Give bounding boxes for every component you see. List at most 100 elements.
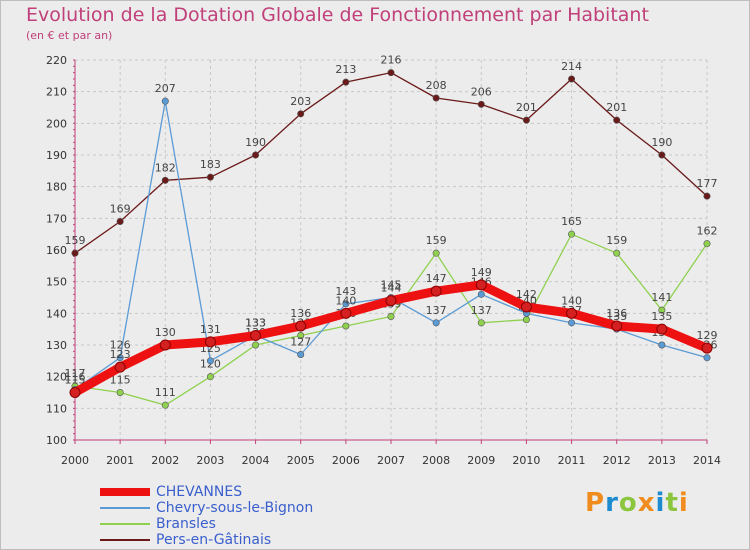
data-point-chevannes (430, 285, 442, 297)
data-label-pers-en-g-tinais: 216 (381, 54, 402, 67)
data-label-bransles: 165 (561, 215, 582, 228)
data-label-bransles: 159 (426, 234, 447, 247)
x-tick-label: 2002 (151, 454, 179, 467)
data-label-pers-en-g-tinais: 190 (245, 136, 266, 149)
data-point-chevannes (250, 330, 262, 341)
data-point-chevannes (340, 307, 352, 319)
data-point-chevry-sous-le-bignon (161, 97, 169, 105)
data-label-chevannes: 129 (697, 329, 718, 342)
legend-swatch-pers-en-g-tinais (100, 539, 150, 541)
data-point-pers-en-g-tinais (252, 151, 260, 159)
legend-swatch-bransles (100, 523, 150, 525)
data-label-chevry-sous-le-bignon: 116 (65, 370, 86, 383)
data-label-chevannes: 133 (245, 317, 266, 330)
data-label-pers-en-g-tinais: 206 (471, 85, 492, 98)
data-label-chevry-sous-le-bignon: 143 (335, 285, 356, 298)
y-tick-label: 160 (46, 244, 67, 257)
x-tick-label: 2013 (648, 454, 676, 467)
x-tick-label: 2007 (377, 454, 405, 467)
data-point-pers-en-g-tinais (703, 192, 711, 200)
data-point-pers-en-g-tinais (116, 218, 124, 226)
data-point-chevannes (114, 361, 126, 373)
data-point-pers-en-g-tinais (387, 69, 395, 77)
plot-area (75, 60, 707, 440)
data-point-pers-en-g-tinais (71, 249, 79, 257)
data-point-bransles (297, 331, 305, 339)
data-label-chevannes: 123 (110, 348, 131, 361)
data-label-chevannes: 140 (561, 294, 582, 307)
data-label-chevannes: 130 (155, 326, 176, 339)
data-point-bransles (252, 341, 260, 349)
x-tick-label: 2006 (332, 454, 360, 467)
legend-label-pers-en-g-tinais: Pers-en-Gâtinais (156, 532, 272, 548)
y-tick-label: 170 (46, 212, 67, 225)
data-label-chevry-sous-le-bignon: 137 (426, 304, 447, 317)
data-point-bransles (613, 249, 621, 257)
data-point-chevannes (295, 320, 307, 332)
data-point-bransles (116, 388, 124, 396)
y-tick-label: 200 (46, 117, 67, 130)
data-label-pers-en-g-tinais: 159 (65, 234, 86, 247)
data-label-pers-en-g-tinais: 182 (155, 161, 176, 174)
x-tick-label: 2012 (603, 454, 631, 467)
data-label-pers-en-g-tinais: 169 (110, 203, 131, 216)
data-label-pers-en-g-tinais: 203 (290, 95, 311, 108)
data-label-chevry-sous-le-bignon: 133 (245, 317, 266, 330)
data-label-chevannes: 147 (426, 272, 447, 285)
chart-subtitle: (en € et par an) (26, 29, 113, 42)
data-label-pers-en-g-tinais: 201 (606, 101, 627, 114)
data-label-pers-en-g-tinais: 177 (697, 177, 718, 190)
data-label-chevannes: 140 (335, 294, 356, 307)
legend-label-chevry-sous-le-bignon: Chevry-sous-le-Bignon (156, 500, 314, 516)
data-point-bransles (703, 240, 711, 248)
data-label-chevannes: 142 (516, 288, 537, 301)
data-point-pers-en-g-tinais (477, 100, 485, 108)
x-tick-label: 2003 (196, 454, 224, 467)
chart-title: Evolution de la Dotation Globale de Fonc… (26, 4, 649, 26)
y-tick-label: 120 (46, 371, 67, 384)
y-tick-label: 140 (46, 307, 67, 320)
data-label-chevannes: 135 (651, 310, 672, 323)
data-label-pers-en-g-tinais: 208 (426, 79, 447, 92)
data-point-bransles (658, 306, 666, 314)
data-point-bransles (342, 322, 350, 330)
data-point-chevannes (475, 279, 487, 291)
y-tick-label: 110 (46, 402, 67, 415)
x-tick-label: 2000 (61, 454, 89, 467)
data-point-chevannes (69, 387, 81, 398)
data-point-chevannes (701, 342, 713, 354)
data-label-pers-en-g-tinais: 214 (561, 60, 582, 73)
data-label-chevry-sous-le-bignon: 126 (110, 339, 131, 352)
data-label-bransles: 137 (471, 304, 492, 317)
data-point-chevannes (159, 339, 171, 351)
data-point-chevry-sous-le-bignon (432, 319, 440, 327)
x-tick-label: 2014 (693, 454, 721, 467)
data-point-chevry-sous-le-bignon (477, 290, 485, 298)
data-point-pers-en-g-tinais (522, 116, 530, 124)
data-label-chevry-sous-le-bignon: 207 (155, 82, 176, 95)
data-label-pers-en-g-tinais: 190 (651, 136, 672, 149)
y-tick-label: 130 (46, 339, 67, 352)
data-label-chevannes: 144 (381, 282, 402, 295)
x-tick-label: 2004 (242, 454, 270, 467)
data-label-bransles: 117 (65, 367, 86, 380)
y-tick-label: 190 (46, 149, 67, 162)
y-tick-label: 180 (46, 181, 67, 194)
data-label-chevannes: 136 (290, 307, 311, 320)
x-tick-label: 2005 (287, 454, 315, 467)
data-point-pers-en-g-tinais (342, 78, 350, 86)
data-label-chevry-sous-le-bignon: 145 (381, 279, 402, 292)
data-point-chevry-sous-le-bignon (297, 350, 305, 358)
data-label-bransles: 111 (155, 386, 176, 399)
data-point-chevannes (385, 295, 397, 307)
data-point-bransles (206, 373, 214, 381)
x-tick-label: 2001 (106, 454, 134, 467)
data-label-bransles: 115 (110, 374, 131, 387)
x-tick-label: 2010 (512, 454, 540, 467)
data-point-chevannes (566, 307, 578, 319)
data-point-chevry-sous-le-bignon (116, 354, 124, 362)
data-label-chevannes: 131 (200, 323, 221, 336)
data-point-bransles (477, 319, 485, 327)
data-point-pers-en-g-tinais (161, 176, 169, 184)
data-point-bransles (161, 401, 169, 409)
